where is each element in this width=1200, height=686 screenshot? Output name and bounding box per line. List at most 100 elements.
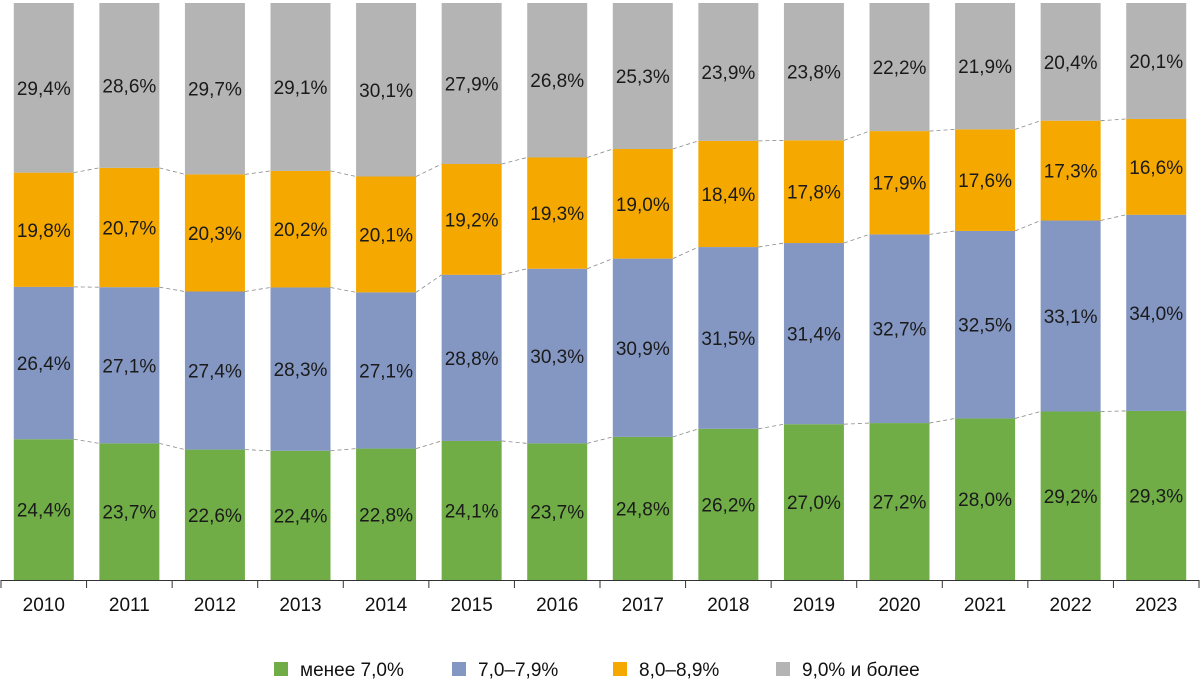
bar-segment-2021-3 xyxy=(955,129,1016,231)
x-tick-label-2017: 2017 xyxy=(622,595,664,616)
data-label-2019-1: 27,0% xyxy=(787,493,841,514)
connector-line xyxy=(1100,410,1127,412)
bar-segment-2010-1 xyxy=(13,439,74,580)
connector-line xyxy=(1100,214,1127,221)
data-label-2022-4: 20,4% xyxy=(1044,53,1098,74)
legend-swatch-4 xyxy=(776,662,790,676)
data-label-2012-1: 22,6% xyxy=(188,506,242,527)
connector-line xyxy=(501,440,528,444)
legend-swatch-3 xyxy=(613,662,627,676)
data-label-2016-3: 19,3% xyxy=(530,204,584,225)
bars xyxy=(13,3,1187,580)
data-label-2023-1: 29,3% xyxy=(1129,486,1183,507)
connector-line xyxy=(672,428,699,438)
bar-segment-2013-1 xyxy=(270,450,331,580)
data-label-2017-3: 19,0% xyxy=(616,195,670,216)
data-label-2016-4: 26,8% xyxy=(530,71,584,92)
bar-segment-2011-4 xyxy=(99,3,160,168)
bar-segment-2010-2 xyxy=(13,286,74,440)
data-label-2013-2: 28,3% xyxy=(274,360,328,381)
bar-segment-2021-4 xyxy=(955,3,1016,130)
connector-line xyxy=(929,418,956,424)
bar-segment-2018-2 xyxy=(698,247,759,429)
data-label-2012-2: 27,4% xyxy=(188,362,242,383)
connector-line xyxy=(244,170,271,175)
bar-segment-2012-1 xyxy=(184,449,245,580)
data-label-2014-2: 27,1% xyxy=(359,361,413,382)
connector-line xyxy=(1014,220,1041,232)
data-label-2015-4: 27,9% xyxy=(445,74,499,95)
data-label-2018-2: 31,5% xyxy=(701,329,755,350)
data-label-2016-1: 23,7% xyxy=(530,503,584,524)
legend: менее 7,0% 7,0–7,9% 8,0–8,9% 9,0% и более xyxy=(274,660,920,681)
connector-line xyxy=(672,140,699,150)
bar-segment-2018-4 xyxy=(698,3,759,141)
bar-segment-2013-3 xyxy=(270,170,331,288)
bar-segment-2016-4 xyxy=(527,3,588,158)
connector-line xyxy=(1014,411,1041,419)
legend-swatch-2 xyxy=(452,662,466,676)
bar-segment-2015-3 xyxy=(441,163,502,275)
data-label-2011-2: 27,1% xyxy=(102,356,156,377)
data-label-2020-1: 27,2% xyxy=(873,493,927,514)
x-tick-label-2022: 2022 xyxy=(1050,595,1092,616)
bar-segment-2019-4 xyxy=(783,3,844,141)
x-tick-label-2023: 2023 xyxy=(1135,595,1177,616)
connector-line xyxy=(929,230,956,235)
bar-segment-2011-1 xyxy=(99,443,160,580)
data-label-2017-2: 30,9% xyxy=(616,339,670,360)
data-label-2020-4: 22,2% xyxy=(873,58,927,79)
data-label-2016-2: 30,3% xyxy=(530,347,584,368)
data-label-2015-1: 24,1% xyxy=(445,501,499,522)
connector-line xyxy=(330,448,357,452)
data-label-2011-3: 20,7% xyxy=(102,219,156,240)
x-tick-label-2011: 2011 xyxy=(109,595,150,616)
legend-label-3: 8,0–8,9% xyxy=(639,660,719,681)
bar-segment-2014-3 xyxy=(356,176,417,293)
connector-line xyxy=(159,167,186,175)
data-label-2014-4: 30,1% xyxy=(359,81,413,102)
connector-line xyxy=(159,286,185,292)
segment-labels: 24,4% 26,4% 19,8% 29,4% 23,7% 27,1% 20,7% 28,6%… xyxy=(17,52,1183,527)
connector-line xyxy=(159,442,186,450)
bar-segment-2014-1 xyxy=(356,448,417,580)
x-tick-label-2010: 2010 xyxy=(23,595,65,616)
bar-segment-2019-3 xyxy=(783,140,844,244)
connector-line xyxy=(587,258,613,270)
legend-swatch-1 xyxy=(274,662,288,676)
bar-segment-2012-2 xyxy=(184,291,245,450)
data-label-2019-3: 17,8% xyxy=(787,183,841,204)
data-label-2012-4: 29,7% xyxy=(188,80,242,101)
x-tick-label-2018: 2018 xyxy=(707,595,749,616)
connector-line xyxy=(244,287,271,292)
bar-segment-2023-4 xyxy=(1126,3,1187,119)
bar-segment-2022-1 xyxy=(1040,411,1101,580)
bar-segment-2016-2 xyxy=(527,268,588,444)
bar-segment-2013-2 xyxy=(270,287,331,451)
bar-segment-2017-3 xyxy=(612,148,673,259)
connector-line xyxy=(415,274,442,293)
connector-line xyxy=(843,422,870,425)
connector-line xyxy=(501,268,528,276)
bar-segment-2015-2 xyxy=(441,274,502,441)
bar-segment-2022-4 xyxy=(1040,3,1101,121)
data-label-2013-4: 29,1% xyxy=(274,78,328,99)
data-label-2013-3: 20,2% xyxy=(274,220,328,241)
bar-segment-2015-4 xyxy=(441,3,502,164)
x-tick-label-2012: 2012 xyxy=(194,595,236,616)
bar-segment-2020-1 xyxy=(869,423,930,580)
connector-line xyxy=(672,246,699,259)
bar-segment-2017-4 xyxy=(612,3,673,149)
bar-segment-2019-1 xyxy=(783,424,844,580)
connector-line xyxy=(415,440,442,449)
bar-segment-2010-3 xyxy=(13,172,74,287)
connector-line xyxy=(587,148,613,158)
connector-line xyxy=(330,287,357,293)
bar-segment-2013-4 xyxy=(270,3,331,171)
data-label-2022-2: 33,1% xyxy=(1044,307,1098,328)
bar-segment-2016-3 xyxy=(527,157,588,269)
data-label-2011-4: 28,6% xyxy=(102,76,156,97)
connector-line xyxy=(758,139,784,142)
data-label-2018-1: 26,2% xyxy=(701,495,755,516)
data-label-2018-4: 23,9% xyxy=(701,63,755,84)
